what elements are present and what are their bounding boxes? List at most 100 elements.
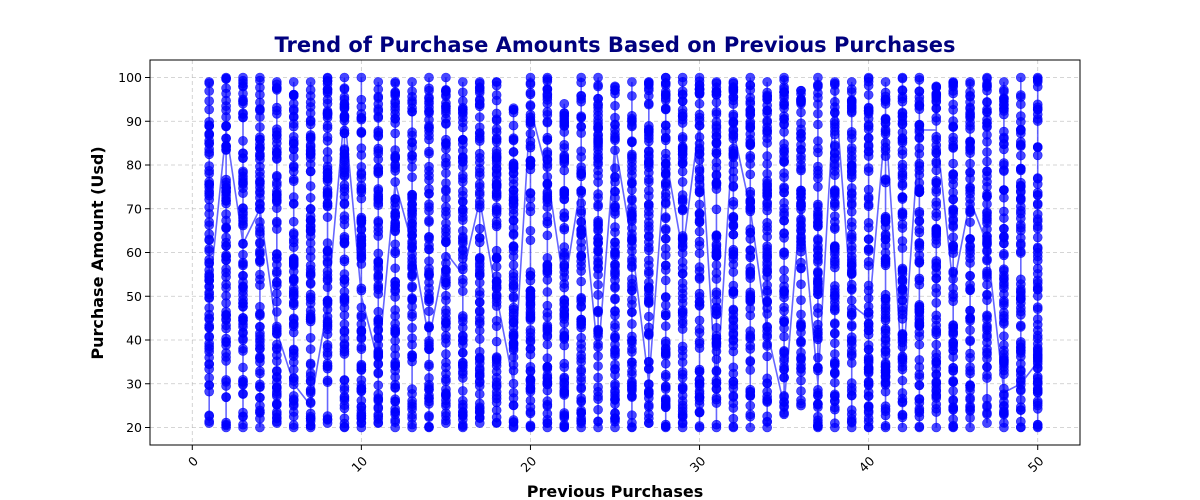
data-point [458,253,468,264]
data-point [339,83,350,93]
data-point [1016,274,1026,285]
data-point [644,231,654,241]
data-point [441,295,451,306]
data-point [390,98,400,109]
data-point [914,121,925,131]
data-point [999,158,1009,168]
data-point [390,350,400,361]
data-point [813,411,823,422]
data-point [745,227,756,238]
data-point [508,271,519,282]
data-point [1016,72,1026,83]
data-point [745,356,756,367]
data-point [525,128,536,139]
data-point [982,121,992,131]
data-point [948,405,958,415]
data-point [373,104,384,114]
data-point [221,177,231,188]
data-point [813,80,823,91]
data-point [897,194,908,204]
data-point [221,112,231,122]
data-point [491,206,502,217]
data-point [627,295,637,305]
data-point [965,97,975,107]
data-point [424,379,434,390]
data-point [255,229,265,239]
data-point [863,391,874,401]
data-point [779,233,789,243]
data-point [339,128,350,138]
data-point [711,148,722,159]
data-point [999,283,1009,293]
data-point [525,421,536,432]
data-point [272,180,282,190]
data-point [424,256,434,266]
data-point [999,185,1009,195]
data-point [441,334,451,344]
data-point [305,360,316,370]
data-point [373,184,384,194]
data-point [610,192,620,203]
point-column [728,77,739,433]
data-point [644,402,654,412]
data-point [272,224,282,234]
data-point [948,323,958,333]
data-point [728,87,739,97]
data-point [644,185,654,196]
data-point [576,185,586,196]
data-point [965,108,975,118]
data-point [914,279,925,290]
data-point [745,80,756,90]
data-point [728,376,739,387]
data-point [627,319,637,329]
data-point [322,317,333,328]
data-point [677,324,688,334]
data-point [508,168,519,179]
data-point [373,216,384,226]
data-point [660,225,671,235]
data-point [221,241,231,251]
data-point [627,260,637,271]
data-point [272,268,282,279]
data-point [813,221,823,232]
data-point [525,109,536,120]
data-point [813,136,823,146]
data-point [407,270,417,280]
data-point [407,218,417,229]
data-point [508,104,519,115]
data-point [728,362,739,373]
data-point [525,100,536,110]
data-point [390,286,400,297]
data-point [830,108,840,118]
data-point [965,270,975,281]
data-point [660,120,671,131]
data-point [356,162,367,172]
data-point [914,327,925,338]
data-point [711,247,722,258]
data-point [711,333,722,344]
data-point [610,333,620,343]
data-point [627,285,637,296]
x-tick-label: 0 [185,453,201,469]
data-point [559,282,570,293]
data-point [491,336,502,347]
data-point [846,378,857,388]
data-point [288,327,299,338]
data-point [813,119,823,130]
data-point [221,142,231,153]
data-point [272,339,282,350]
data-point [897,412,908,423]
data-point [288,229,299,240]
data-point [948,116,958,126]
data-point [863,120,874,130]
data-point [272,371,282,382]
data-point [255,237,265,248]
data-point [610,294,620,305]
data-point [356,417,367,428]
data-point [931,399,942,410]
data-point [204,364,214,374]
data-point [593,81,603,92]
data-point [322,198,333,208]
data-point [491,134,502,145]
data-point [458,245,468,256]
